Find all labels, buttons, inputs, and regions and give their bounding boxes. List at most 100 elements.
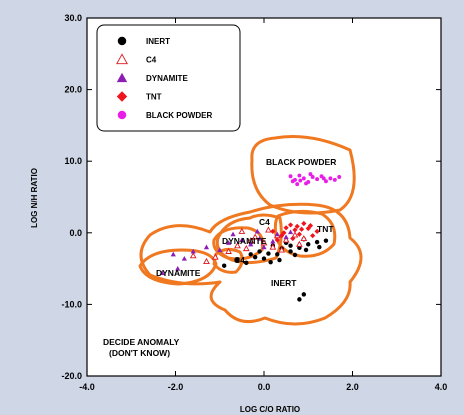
point-black-powder [321,176,326,181]
point-dynamite [256,235,263,241]
y-tick-labels: -20.0 -10.0 0.0 10.0 20.0 30.0 [61,13,82,381]
label-dynamite-lower: DYNAMITE [156,268,201,278]
point-dynamite [239,237,245,243]
inert-region [139,202,363,326]
point-c4 [234,242,241,249]
point-inert [275,252,280,257]
point-inert [248,252,253,257]
y-axis-title: LOG N/H RATIO [30,168,39,228]
point-black-powder [295,182,300,187]
decision-regions [138,135,363,326]
legend-label-tnt: TNT [146,93,162,102]
legend: INERT C4 DYNAMITE TNT BLACK POWDER [116,36,212,120]
point-black-powder [297,173,302,178]
point-tnt [301,220,307,227]
point-dynamite [248,241,254,247]
point-tnt [290,235,296,242]
point-black-powder [308,172,313,177]
point-inert [235,257,240,263]
label-decide-anomaly: DECIDE ANOMALY [103,337,180,347]
point-inert [244,260,249,266]
point-black-powder [323,179,328,184]
point-dynamite [274,231,280,237]
point-tnt [281,230,287,236]
point-c4 [189,252,197,259]
point-inert [261,256,267,261]
point-c4 [300,235,308,242]
point-c4 [296,240,303,247]
point-inert [221,263,227,268]
y-tick-label: 0.0 [69,228,82,238]
point-tnt [299,226,305,232]
point-c4 [225,247,232,254]
label-c4-lower: C4 [234,255,245,265]
y-tick-label: 30.0 [64,13,82,23]
point-c4 [251,233,259,240]
point-black-powder [310,174,315,179]
x-tick-label: 0.0 [258,382,271,392]
point-tnt [307,223,314,229]
legend-marker-black-powder [117,110,127,120]
x-axis-title: LOG C/O RATIO [240,405,300,414]
point-black-powder [304,181,308,186]
point-dynamite [270,238,276,244]
point-c4 [238,227,246,234]
legend-marker-dynamite [116,72,128,83]
point-inert [323,238,329,243]
point-c4 [278,246,286,253]
point-c4 [269,243,277,250]
point-c4 [291,231,299,238]
point-tnt [310,233,316,239]
point-inert [306,242,311,247]
point-dynamite [175,266,181,271]
label-dynamite-upper: DYNAMITE [222,236,267,246]
point-tnt [314,228,320,234]
point-inert [288,249,293,254]
legend-label-inert: INERT [146,37,170,46]
point-dynamite [181,255,187,261]
point-black-powder [315,177,320,182]
legend-label-c4: C4 [146,56,157,65]
point-dynamite [254,228,260,234]
point-black-powder [288,174,293,179]
y-tick-label: 20.0 [64,85,82,95]
y-tick-label: -20.0 [61,371,82,381]
legend-marker-inert [117,36,127,46]
point-dynamite [170,251,176,257]
x-tick-label: -2.0 [168,382,184,392]
point-tnt [292,227,298,233]
point-inert [314,239,320,245]
dynamite-upper-region [212,226,265,261]
point-c4 [211,253,219,260]
point-black-powder [328,176,333,181]
dynamite-lower-region [138,248,218,286]
point-tnt [283,225,289,231]
point-dynamite [190,248,196,254]
point-dynamite [159,270,165,275]
point-inert [268,259,273,265]
legend-marker-tnt [116,91,128,102]
label-inert: INERT [271,278,297,288]
point-tnt [294,223,300,229]
point-inert [301,292,307,297]
point-black-powder [301,176,306,181]
legend-marker-c4 [116,53,128,65]
point-tnt [274,237,280,243]
point-c4 [242,245,250,252]
legend-label-dynamite: DYNAMITE [146,74,188,83]
point-dynamite [217,247,223,253]
tnt-region [273,209,337,258]
point-inert [292,252,298,258]
black-powder-region [250,135,356,215]
point-c4 [265,226,272,233]
x-tick-labels: -4.0 -2.0 0.0 2.0 4.0 [79,382,447,392]
point-dynamite [287,229,294,235]
point-inert [257,249,262,254]
data-points [159,172,342,302]
y-tick-label: 10.0 [64,156,82,166]
point-inert [266,251,271,256]
point-c4 [282,236,290,243]
point-inert [277,257,282,263]
label-c4-upper: C4 [259,217,270,227]
